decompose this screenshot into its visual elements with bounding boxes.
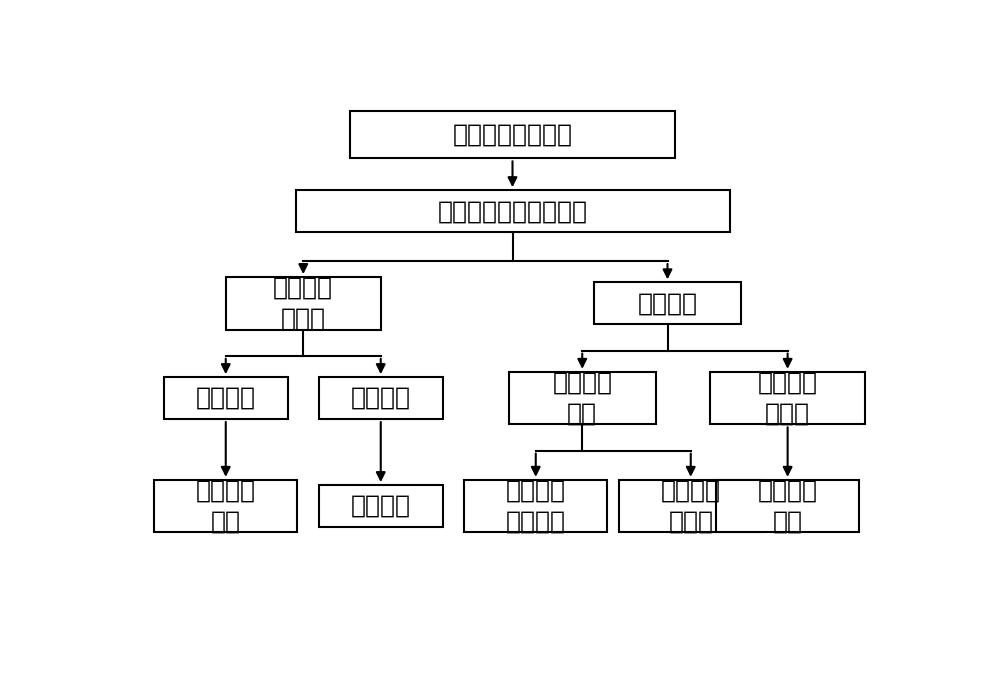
Text: 峰值通量
模型: 峰值通量 模型 xyxy=(196,478,256,534)
Bar xyxy=(710,372,865,424)
Text: 概率分析: 概率分析 xyxy=(638,291,698,315)
Bar xyxy=(619,479,762,532)
Bar xyxy=(226,277,381,330)
Bar xyxy=(296,190,730,232)
Bar xyxy=(154,479,297,532)
Text: 累积效应: 累积效应 xyxy=(351,386,411,410)
Bar xyxy=(509,372,656,424)
Text: 环境及效
应分析: 环境及效 应分析 xyxy=(273,276,333,331)
Bar xyxy=(716,479,859,532)
Bar xyxy=(594,282,741,324)
Bar xyxy=(464,479,607,532)
Bar xyxy=(319,377,443,419)
Text: 确定任务
周期: 确定任务 周期 xyxy=(552,370,612,426)
Bar xyxy=(164,377,288,419)
Text: 注量模型: 注量模型 xyxy=(351,494,411,518)
Text: 不同的大
事件: 不同的大 事件 xyxy=(758,478,818,534)
Bar xyxy=(350,111,675,159)
Text: 瞬态效应: 瞬态效应 xyxy=(196,386,256,410)
Text: 太阳宇宙
线能谱: 太阳宇宙 线能谱 xyxy=(661,478,721,534)
Text: 太阳质子
事件概率: 太阳质子 事件概率 xyxy=(506,478,566,534)
Text: 是否受地磁屏蔽的影响: 是否受地磁屏蔽的影响 xyxy=(438,199,588,223)
Bar xyxy=(319,485,443,527)
Text: 异常大事
件分析: 异常大事 件分析 xyxy=(758,370,818,426)
Text: 航天工程任务分析: 航天工程任务分析 xyxy=(452,122,572,147)
